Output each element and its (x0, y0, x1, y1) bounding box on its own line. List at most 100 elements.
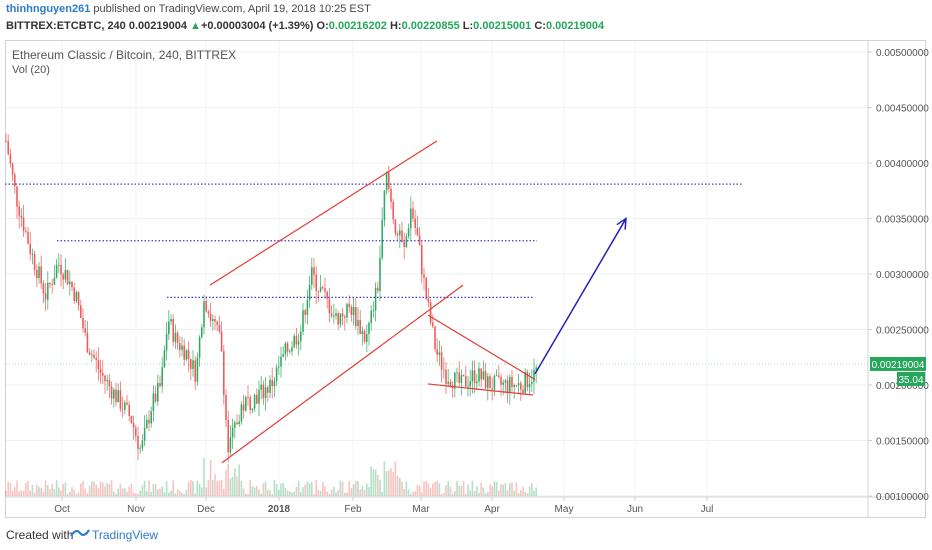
candle-body (399, 230, 401, 236)
candle-body (500, 376, 502, 385)
candle-body (157, 382, 159, 402)
candle-body (337, 313, 339, 325)
volume-bar (231, 476, 234, 496)
volume-bar (487, 491, 489, 496)
chart-header: thinhnguyen261 published on TradingView.… (0, 0, 932, 38)
volume-bar (352, 484, 355, 496)
volume-bar (401, 481, 403, 496)
change-value: +0.00003004 (+1.39%) (200, 20, 314, 32)
candle-body (405, 236, 408, 247)
volume-bar (379, 479, 381, 496)
volume-bar (262, 483, 265, 496)
volume-bar (150, 491, 152, 496)
candle-body (38, 266, 40, 279)
candle-body (533, 369, 535, 382)
publish-info: published on TradingView.com, April 19, … (90, 3, 371, 15)
volume-bar (366, 483, 368, 496)
candle-body (249, 397, 251, 411)
candle-body (77, 292, 80, 306)
candle-body (148, 419, 150, 424)
volume-bar (33, 492, 36, 496)
volume-bar (302, 487, 304, 496)
volume-bar (86, 493, 89, 496)
candle-body (297, 341, 300, 345)
volume-bar (313, 493, 315, 496)
candle-body (225, 395, 227, 420)
candle-body (152, 393, 155, 412)
volume-bar (440, 493, 443, 496)
volume-bar (245, 493, 247, 496)
candle-body (176, 332, 179, 344)
candle-body (357, 320, 359, 327)
volume-bar (55, 480, 58, 496)
candle-body (214, 318, 216, 322)
candle-body (36, 269, 38, 279)
volume-bar (465, 493, 467, 496)
candle-body (341, 313, 344, 317)
candle-body (436, 349, 438, 355)
volume-bar (117, 488, 119, 496)
candle-body (495, 375, 498, 377)
volume-bar (372, 469, 375, 496)
candle-body (374, 287, 377, 311)
candle-body (33, 253, 36, 270)
candle-body (498, 375, 500, 377)
candle-body (18, 206, 20, 216)
volume-bar (27, 481, 29, 496)
candle-body (381, 220, 383, 259)
candle-body (121, 408, 124, 410)
candle-body (306, 300, 309, 315)
candle-body (526, 372, 529, 388)
volume-bar (429, 488, 432, 496)
volume-bar (18, 491, 20, 496)
x-tick-label: Mar (412, 504, 430, 515)
volume-bar (295, 486, 298, 496)
candle-body (150, 411, 152, 424)
volume-bar (38, 487, 40, 496)
candle-body (95, 357, 97, 361)
volume-bar (407, 489, 410, 496)
candle-body (328, 298, 331, 314)
candle-body (25, 231, 27, 232)
candle-body (99, 368, 102, 374)
volume-bar (445, 485, 447, 496)
volume-indicator-label[interactable]: Vol (20) (12, 64, 50, 76)
volume-bar (225, 470, 227, 496)
volume-bar (471, 480, 474, 496)
volume-bar (456, 481, 458, 496)
candle-body (58, 264, 60, 266)
candle-body (108, 380, 111, 387)
volume-bar (337, 490, 339, 496)
candle-body (414, 218, 416, 228)
tradingview-brand[interactable]: TradingView (92, 528, 159, 542)
candle-body (229, 437, 232, 453)
candle-body (203, 301, 205, 328)
volume-bar (269, 490, 271, 496)
candle-body (304, 310, 306, 315)
volume-bar (77, 492, 80, 496)
volume-bar (425, 481, 427, 496)
candle-body (231, 427, 234, 438)
volume-bar (495, 482, 498, 496)
volume-bar (7, 481, 9, 496)
author-name[interactable]: thinhnguyen261 (6, 3, 91, 15)
volume-bar (467, 484, 469, 496)
volume-bar (482, 487, 485, 496)
volume-bar (97, 488, 100, 496)
candle-body (174, 332, 177, 342)
y-tick-label: 0.00200000 (876, 381, 929, 392)
volume-bar (104, 486, 106, 496)
volume-bar (359, 489, 361, 496)
volume-bar (469, 490, 471, 496)
volume-bar (412, 491, 414, 496)
volume-bar (168, 492, 170, 496)
candle-body (528, 383, 531, 388)
candle-body (465, 376, 467, 387)
volume-bar (388, 470, 390, 496)
volume-bar (264, 481, 267, 496)
volume-bar (62, 484, 64, 496)
candle-body (372, 310, 375, 312)
volume-bar (517, 493, 520, 496)
candle-body (234, 422, 236, 428)
